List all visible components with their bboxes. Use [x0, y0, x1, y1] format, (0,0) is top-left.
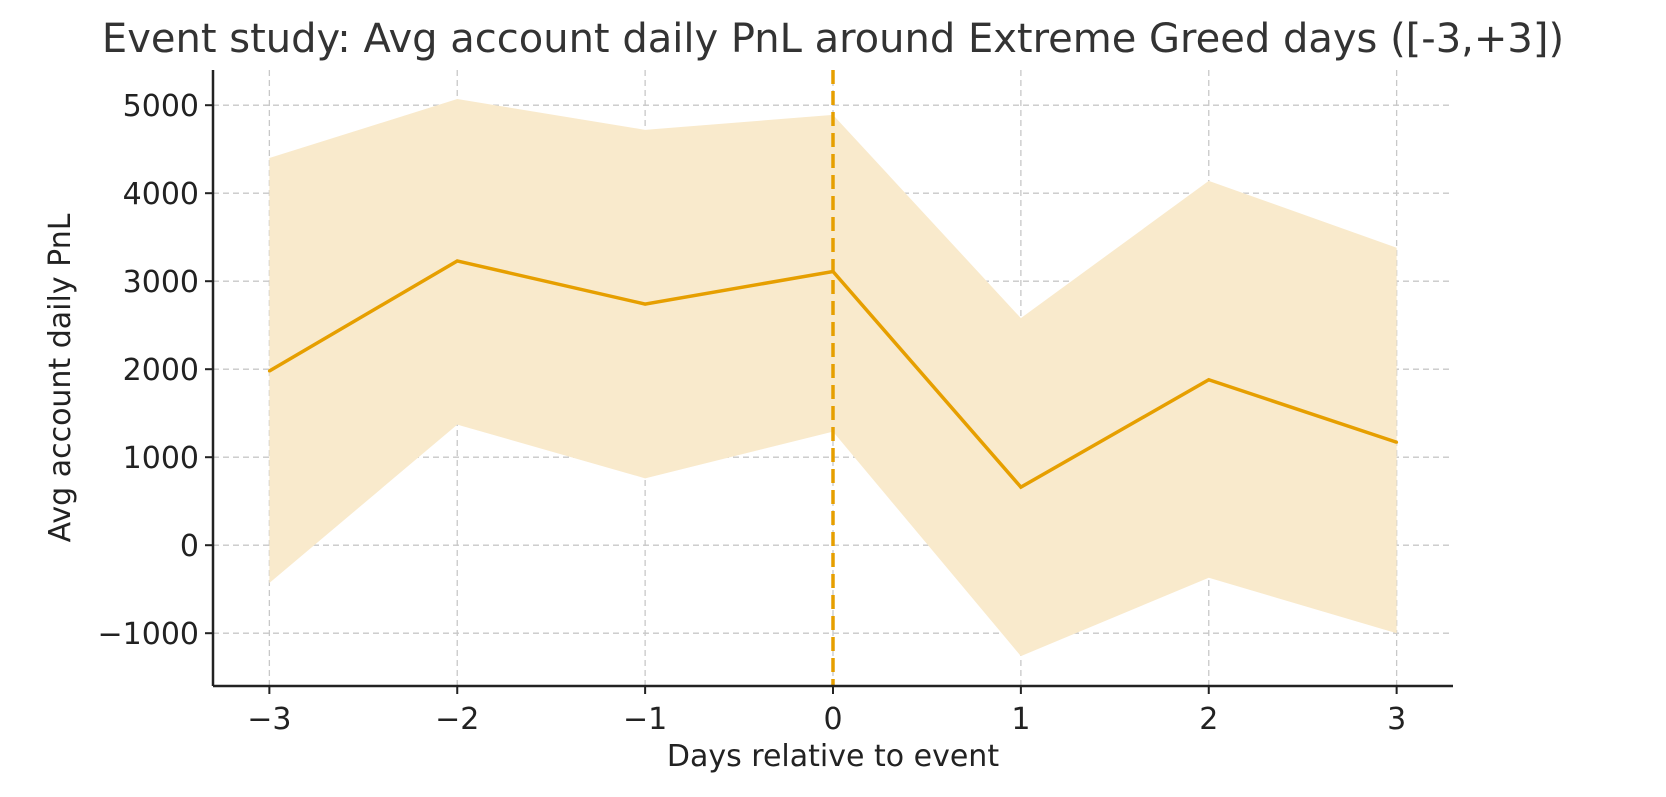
- x-tick-label-3: 0: [823, 702, 842, 737]
- y-tick-label-6: 5000: [123, 89, 199, 124]
- data-point-1: [455, 259, 459, 263]
- data-point-6: [1395, 440, 1399, 444]
- y-tick-label-3: 2000: [123, 353, 199, 388]
- tick-label-layer: −3 −2 −1 0 1 2 3 −1000 0 1000 2000 3000 4000 5000: [98, 89, 1407, 737]
- chart-title: Event study: Avg account daily PnL aroun…: [102, 16, 1564, 62]
- y-tick-label-2: 1000: [123, 441, 199, 476]
- x-tick-label-2: −1: [623, 702, 667, 737]
- x-tick-label-1: −2: [435, 702, 479, 737]
- x-tick-label-6: 3: [1387, 702, 1406, 737]
- data-point-2: [643, 302, 647, 306]
- x-tick-label-0: −3: [247, 702, 291, 737]
- x-tick-label-4: 1: [1011, 702, 1030, 737]
- y-tick-label-4: 3000: [123, 265, 199, 300]
- data-point-0: [267, 369, 271, 373]
- data-point-3: [831, 270, 835, 274]
- y-tick-label-0: −1000: [98, 617, 199, 652]
- y-tick-label-1: 0: [180, 529, 199, 564]
- series-line-layer: [267, 259, 1399, 490]
- x-axis-label: Days relative to event: [667, 739, 999, 774]
- data-point-4: [1019, 485, 1023, 489]
- x-tick-label-5: 2: [1199, 702, 1218, 737]
- y-tick-label-5: 4000: [123, 177, 199, 212]
- axis-layer: [205, 70, 1453, 694]
- data-point-5: [1207, 378, 1211, 382]
- y-axis-label: Avg account daily PnL: [43, 213, 78, 542]
